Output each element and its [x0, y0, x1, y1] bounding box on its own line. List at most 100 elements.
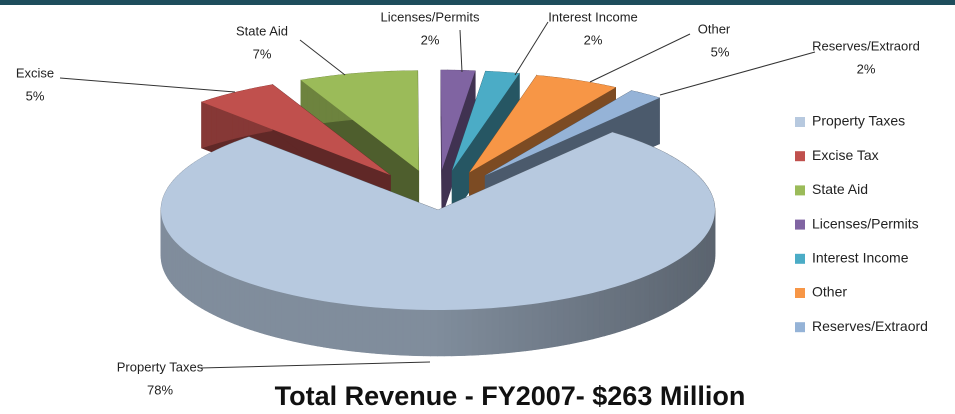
slice-wall — [484, 307, 493, 355]
slice-wall — [661, 266, 667, 316]
leader-line — [459, 29, 463, 73]
slice-wall — [317, 299, 324, 348]
slice-wall — [556, 298, 564, 347]
slice-wall — [194, 257, 199, 307]
slice-wall — [201, 261, 206, 311]
legend-swatch — [795, 151, 805, 162]
slice-wall — [216, 269, 222, 319]
slice-wall — [676, 257, 681, 307]
slice-wall — [614, 284, 621, 334]
slice — [452, 71, 520, 171]
slice-wall — [382, 307, 390, 355]
slice-wall — [692, 246, 696, 296]
slice-wall — [197, 259, 202, 309]
slice-wall — [201, 99, 207, 149]
leader-line — [659, 51, 816, 96]
slice-wall — [478, 308, 486, 356]
slice-wall — [525, 303, 533, 352]
slice-wall — [609, 286, 616, 335]
slice-wall — [436, 309, 445, 357]
legend-swatch — [795, 219, 805, 230]
slice-wall — [206, 98, 212, 147]
legend-swatch — [795, 253, 805, 264]
slice-wall — [630, 279, 636, 329]
slice-wall — [244, 281, 250, 330]
legend-swatch — [795, 288, 805, 298]
slice-wall — [212, 267, 218, 317]
slice-wall — [653, 270, 659, 320]
slice-wall — [550, 299, 558, 348]
slice-wall — [625, 281, 631, 330]
slice-wall — [270, 289, 277, 338]
slice-label: State Aid — [236, 23, 288, 38]
slice-wall — [259, 286, 266, 335]
slice-wall — [699, 239, 703, 290]
slice-wall — [544, 300, 552, 349]
value-label: 2% — [584, 32, 603, 47]
legend-label: Interest Income — [812, 250, 909, 266]
legend-label: Reserves/Extraord — [812, 318, 928, 334]
slice-wall — [395, 308, 404, 356]
slice-wall — [287, 293, 294, 342]
legend-label: Property Taxes — [812, 113, 905, 129]
slice-wall — [182, 248, 186, 298]
slice-wall — [298, 296, 306, 345]
slice-wall — [185, 250, 189, 300]
legend-swatch — [795, 322, 805, 333]
slice-wall — [511, 305, 520, 353]
slice-wall — [335, 302, 344, 351]
slice-wall — [239, 279, 245, 328]
slice-wall — [249, 282, 255, 332]
slice-wall — [639, 276, 646, 325]
slice-wall — [689, 248, 693, 299]
slice-wall — [450, 309, 459, 357]
slice-wall — [342, 303, 350, 352]
slice-wall — [175, 241, 178, 291]
slice-label: Reserves/Extraord — [812, 38, 920, 53]
top-bar — [0, 0, 955, 5]
slice — [160, 132, 715, 310]
slice-wall — [264, 287, 271, 337]
slice-wall — [683, 253, 688, 303]
slice-wall — [649, 272, 655, 322]
leader-line — [199, 361, 431, 369]
slice-wall — [281, 292, 288, 341]
slice-wall — [538, 301, 545, 350]
legend-label: Other — [812, 284, 847, 300]
slice-wall — [635, 277, 641, 327]
slice-wall — [362, 305, 370, 354]
pie-tops — [160, 70, 715, 310]
slice-wall — [220, 271, 226, 321]
slice-wall — [329, 301, 337, 350]
slice-wall — [665, 264, 671, 314]
value-label: 7% — [253, 46, 272, 61]
slice-wall — [304, 297, 312, 346]
slice-wall — [505, 306, 513, 354]
value-label: 5% — [26, 88, 45, 103]
slice-wall — [686, 250, 691, 301]
slice-wall — [569, 296, 576, 345]
slice-wall — [254, 284, 260, 333]
slice-wall — [310, 298, 318, 347]
slice — [485, 90, 660, 176]
slice-wall — [531, 302, 539, 351]
legend-label: State Aid — [812, 181, 868, 197]
slice-wall — [292, 294, 300, 343]
slice-wall — [323, 300, 331, 349]
slice-wall — [620, 283, 626, 332]
slice-label: Licenses/Permits — [381, 9, 480, 24]
legend-swatch — [795, 117, 805, 127]
slice-label: Other — [698, 21, 731, 36]
value-label: 2% — [421, 32, 440, 47]
slice — [300, 70, 419, 171]
slice-wall — [172, 238, 176, 289]
slice-label: Property Taxes — [117, 359, 204, 374]
slice-wall — [518, 304, 526, 352]
legend-label: Excise Tax — [812, 147, 879, 163]
slice-wall — [208, 265, 214, 315]
slice-wall — [234, 277, 240, 327]
slice-wall — [669, 262, 674, 312]
value-label: 5% — [711, 44, 730, 59]
slice-wall — [592, 291, 600, 340]
